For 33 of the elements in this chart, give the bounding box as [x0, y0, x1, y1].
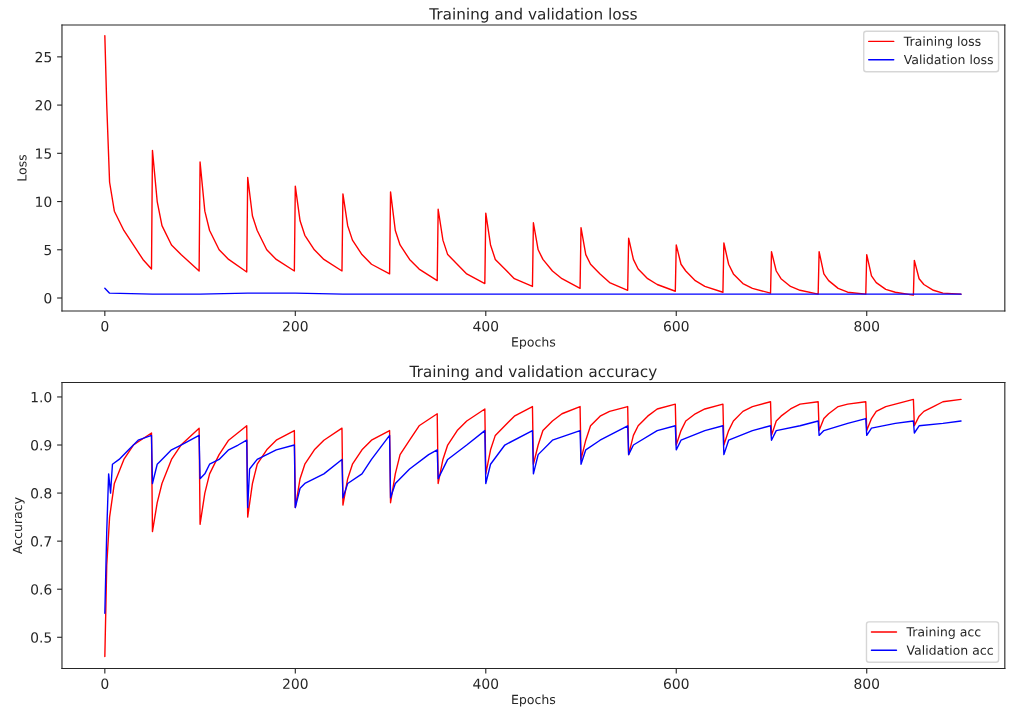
legend-label: Validation acc	[906, 645, 993, 655]
line-series	[104, 417, 962, 614]
y-tick-label: 0	[44, 292, 52, 304]
y-tick-label: 0.5	[31, 632, 52, 643]
legend-label: Training acc	[906, 626, 981, 639]
x-tick-label: 400	[473, 678, 499, 689]
chart-title: Training and validation accuracy	[409, 365, 657, 381]
x-tick-label: 800	[854, 678, 880, 689]
x-tick-label: 600	[663, 320, 689, 332]
x-tick-label: 200	[283, 320, 308, 332]
y-tick-label: 0.7	[31, 536, 52, 547]
y-tick-label: 0.8	[31, 488, 52, 499]
x-axis-title: Epochs	[512, 694, 556, 707]
y-tick-label: 20	[35, 100, 52, 111]
x-tick-label: 600	[663, 678, 689, 689]
y-tick-label: 15	[36, 148, 52, 159]
y-tick-label: 10	[36, 196, 52, 208]
x-tick-label: 0	[101, 678, 109, 689]
legend-label: Validation loss	[903, 54, 993, 65]
x-tick-label: 400	[473, 320, 499, 332]
y-tick-label: 5	[44, 244, 52, 256]
y-axis-title: Accuracy	[12, 497, 25, 554]
x-axis-title: Epochs	[512, 336, 556, 350]
x-tick-label: 200	[283, 678, 308, 689]
chart-title: Training and validation loss	[429, 7, 637, 23]
legend-label: Training loss	[903, 36, 981, 49]
y-tick-label: 1.0	[31, 391, 52, 403]
y-tick-label: 25	[35, 51, 52, 63]
x-tick-label: 800	[854, 320, 880, 332]
x-tick-label: 0	[101, 320, 109, 332]
y-axis-title: Loss	[17, 154, 27, 181]
y-tick-label: 0.6	[31, 584, 52, 595]
y-tick-label: 0.9	[31, 439, 52, 451]
